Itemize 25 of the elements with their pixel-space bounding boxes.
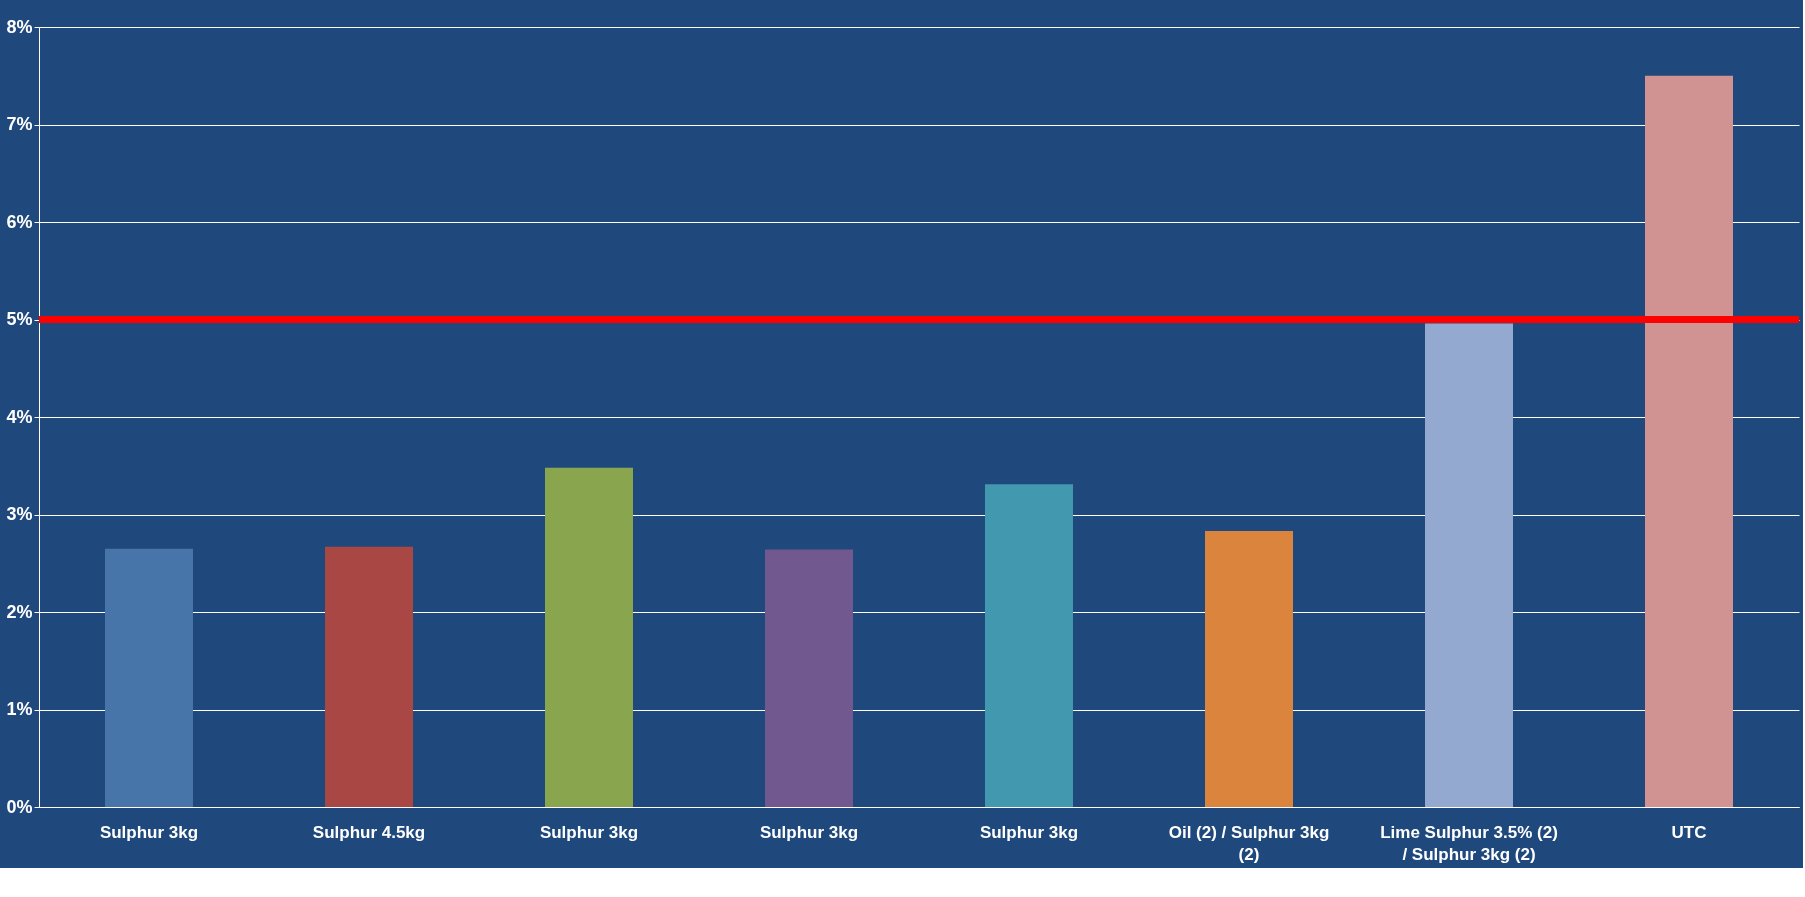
bar — [1645, 75, 1733, 807]
bar — [985, 484, 1073, 807]
bar — [105, 548, 193, 807]
y-tick-label: 5% — [6, 309, 33, 329]
bar — [325, 546, 413, 807]
y-tick-label: 2% — [6, 601, 33, 622]
y-tick-label: 4% — [6, 406, 33, 427]
x-tick-label: Oil (2) / Sulphur 3kg (2) — [1168, 823, 1330, 864]
y-tick-label: 1% — [6, 699, 33, 719]
bar — [765, 549, 853, 807]
x-tick-label: Sulphur 3kg — [759, 823, 859, 842]
x-tick-label: Sulphur 3kg — [539, 823, 639, 842]
y-tick-label: 6% — [6, 211, 33, 232]
y-tick-label: 0% — [6, 796, 33, 817]
bar — [545, 467, 633, 807]
x-tick-label: Sulphur 3kg — [979, 823, 1079, 842]
x-tick-label: Sulphur 3kg — [99, 823, 199, 842]
x-tick-label: Lime Sulphur 3.5% (2) / Sulphur 3kg (2) — [1380, 823, 1558, 864]
y-tick-label: 7% — [6, 114, 33, 134]
y-tick-label: 3% — [6, 504, 33, 524]
x-tick-label: UTC — [1671, 823, 1707, 842]
x-tick-label: Sulphur 4.5kg — [312, 823, 426, 842]
y-tick-label: 8% — [6, 16, 33, 37]
bar — [1205, 531, 1293, 807]
bar — [1425, 323, 1513, 807]
